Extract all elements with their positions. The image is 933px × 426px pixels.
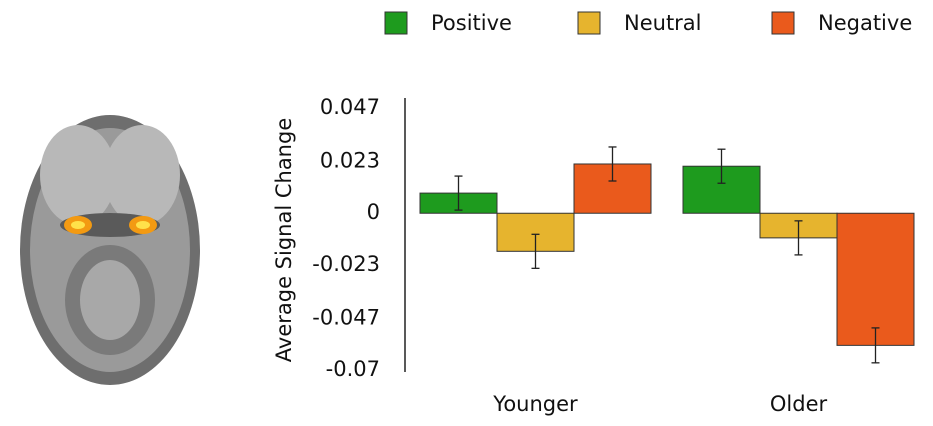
- x-tick-label: Younger: [492, 392, 578, 416]
- y-tick-label: -0.047: [312, 305, 380, 329]
- brain-image: [20, 115, 200, 385]
- legend-label: Neutral: [624, 11, 702, 35]
- y-axis-label: Average Signal Change: [272, 118, 296, 363]
- chart: Average Signal Change 0.047 0.023 0 -0.023 -…: [0, 0, 933, 426]
- y-tick-label: 0.047: [320, 95, 380, 119]
- legend-swatch: [385, 12, 407, 34]
- legend-swatch: [772, 12, 794, 34]
- x-tick-label: Older: [770, 392, 828, 416]
- y-tick-label: 0.023: [320, 149, 380, 173]
- y-tick-label: 0: [367, 200, 380, 224]
- legend-label: Positive: [431, 11, 512, 35]
- y-tick-label: -0.07: [326, 357, 380, 381]
- legend-label: Negative: [818, 11, 912, 35]
- bar: [837, 213, 914, 345]
- legend-swatch: [578, 12, 600, 34]
- y-tick-label: -0.023: [312, 252, 380, 276]
